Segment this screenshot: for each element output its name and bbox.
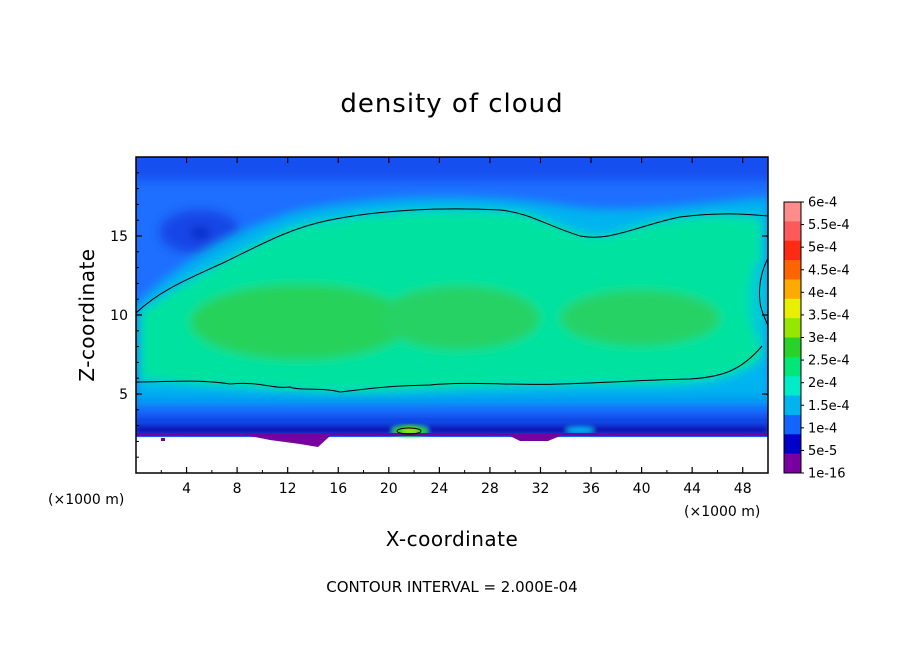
colorbar-segment (784, 376, 801, 397)
x-axis: 4 8 12 16 20 24 28 32 36 40 44 48 (160, 157, 752, 497)
colorbar-label: 4.5e-4 (808, 263, 850, 278)
x-tick-label: 36 (582, 481, 600, 497)
lowest-density-band (136, 433, 768, 447)
x-tick-label: 8 (233, 481, 242, 497)
colorbar-segment (784, 298, 801, 319)
colorbar-segment (784, 221, 801, 242)
x-tick-label: 40 (633, 481, 651, 497)
colorbar-label: 6e-4 (808, 196, 837, 211)
colorbar-segment (784, 318, 801, 338)
colorbar-label: 1.5e-4 (808, 399, 850, 414)
y-tick-label: 5 (119, 387, 128, 403)
colorbar-label: 5e-5 (808, 444, 837, 459)
x-tick-label: 44 (683, 481, 701, 497)
y-tick-label: 15 (110, 229, 128, 245)
contour-interval-note: CONTOUR INTERVAL = 2.000E-04 (326, 578, 577, 596)
colorbar-label: 1e-16 (808, 467, 846, 482)
x-tick-label: 32 (532, 481, 550, 497)
x-tick-label: 24 (430, 481, 448, 497)
colorbar-segment (784, 279, 801, 300)
colorbar-label: 5e-4 (808, 241, 837, 256)
colorbar-label: 2.5e-4 (808, 354, 850, 369)
x-tick-label: 12 (279, 481, 297, 497)
x-tick-label: 28 (481, 481, 499, 497)
colorbar-label: 2e-4 (808, 376, 837, 391)
colorbar-segment (784, 260, 801, 280)
colorbar-segment (784, 240, 801, 261)
colorbar-segment (784, 434, 801, 455)
y-tick-label: 10 (110, 308, 128, 324)
density-field (136, 157, 768, 473)
colorbar: 6e-4 5.5e-4 5e-4 4.5e-4 4e-4 3.5e-4 3e-4 2.5e-4… (783, 196, 850, 482)
x-tick-label: 20 (380, 481, 398, 497)
colorbar-label: 5.5e-4 (808, 218, 850, 233)
field-smoothed-bands (136, 157, 768, 428)
y-axis: 5 10 15 (110, 172, 768, 458)
x-tick-label: 48 (734, 481, 752, 497)
colorbar-segment (784, 337, 801, 358)
colorbar-label: 1e-4 (808, 421, 837, 436)
contour-lines (136, 208, 768, 435)
x-axis-label: X-coordinate (386, 527, 519, 551)
colorbar-segment (784, 453, 801, 474)
colorbar-segment (784, 414, 801, 435)
y-axis-label: Z-coordinate (75, 248, 99, 381)
colorbar-label: 3.5e-4 (808, 308, 850, 323)
x-tick-label: 16 (329, 481, 347, 497)
colorbar-label: 4e-4 (808, 286, 837, 301)
colorbar-segment (784, 356, 801, 377)
colorbar-label: 3e-4 (808, 331, 837, 346)
chart-title: density of cloud (340, 89, 563, 119)
x-axis-unit: (×1000 m) (684, 504, 760, 520)
colorbar-segment (784, 202, 801, 222)
colorbar-segment (784, 395, 801, 416)
x-tick-label: 4 (182, 481, 191, 497)
y-axis-unit: (×1000 m) (48, 492, 124, 508)
